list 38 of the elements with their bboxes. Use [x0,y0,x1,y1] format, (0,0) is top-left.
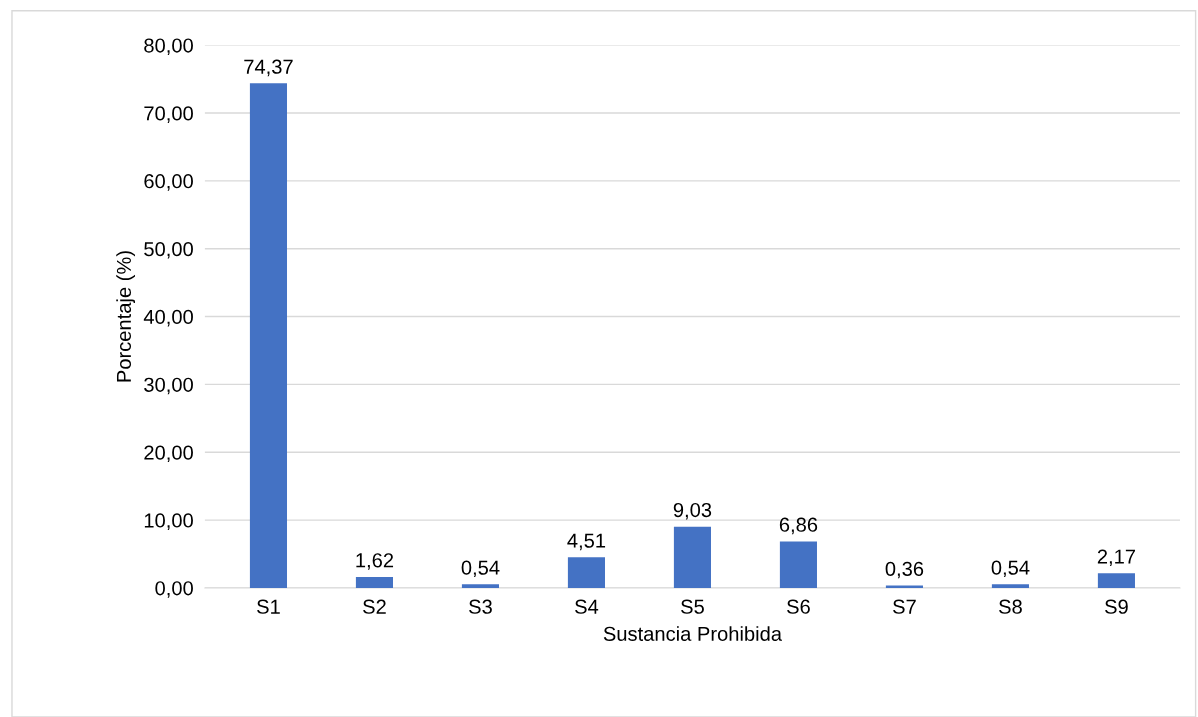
bar [673,526,711,588]
data-label: 9,03 [673,502,712,520]
data-label: 6,86 [779,517,818,535]
data-label: 1,62 [356,553,394,570]
x-tick-label: S1 [257,599,280,614]
bar [355,576,393,588]
data-label: 2,17 [1097,549,1136,567]
bar [461,584,499,588]
bar [1097,573,1135,588]
y-tick-label: 60,00 [144,174,193,191]
x-tick-label: S6 [787,599,810,614]
bar [779,541,817,588]
x-tick-label: S4 [575,599,599,614]
y-tick-label: 50,00 [144,241,193,259]
y-tick-label: 80,00 [144,38,193,56]
x-axis-title: Sustancia Prohibida [603,626,783,641]
y-tick-label: 70,00 [144,106,193,123]
x-tick-label: S9 [1105,599,1128,614]
x-tick-label: S2 [363,599,386,614]
data-label: 74,37 [244,59,293,77]
bar [249,83,288,588]
y-tick-label: 20,00 [144,445,193,463]
y-tick-label: 30,00 [144,377,193,395]
data-label: 4,51 [567,533,606,551]
data-label: 0,54 [461,560,500,578]
x-tick-label: S3 [469,599,492,614]
y-axis-title: Porcentaje (%) [116,251,136,382]
y-tick-label: 10,00 [144,513,193,530]
bar [991,584,1029,588]
x-tick-label: S5 [681,599,704,614]
data-label: 0,54 [991,560,1030,578]
y-tick-label: 0,00 [155,581,193,598]
bar [885,585,923,588]
y-tick-label: 40,00 [143,309,193,327]
data-label: 0,36 [885,561,924,579]
bar [567,557,605,588]
x-tick-label: S7 [893,599,916,614]
x-tick-label: S8 [999,599,1022,614]
